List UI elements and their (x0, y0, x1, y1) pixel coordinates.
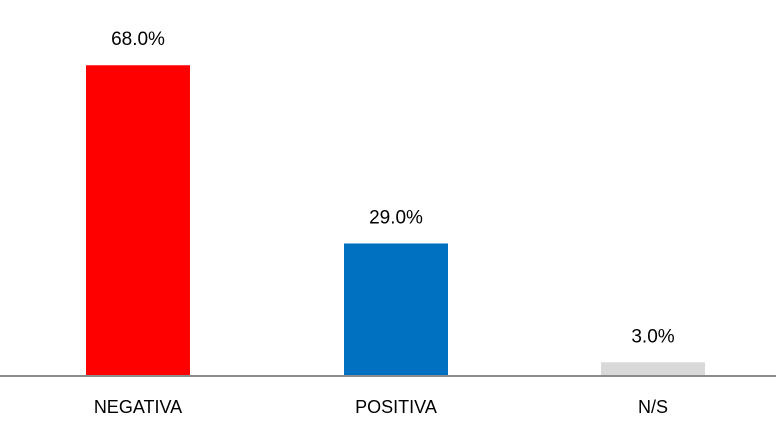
bar-n-s (601, 362, 705, 376)
labels-group: 68.0% NEGATIVA 29.0% POSITIVA 3.0% N/S (94, 29, 675, 417)
bar-positiva (344, 243, 448, 376)
data-label: 29.0% (369, 207, 423, 228)
data-label: 68.0% (111, 29, 165, 50)
bars-group (86, 65, 705, 377)
data-label: 3.0% (631, 326, 674, 347)
category-label: N/S (638, 397, 668, 417)
category-label: POSITIVA (355, 397, 437, 417)
bar-negativa (86, 65, 190, 377)
category-label: NEGATIVA (94, 397, 182, 417)
